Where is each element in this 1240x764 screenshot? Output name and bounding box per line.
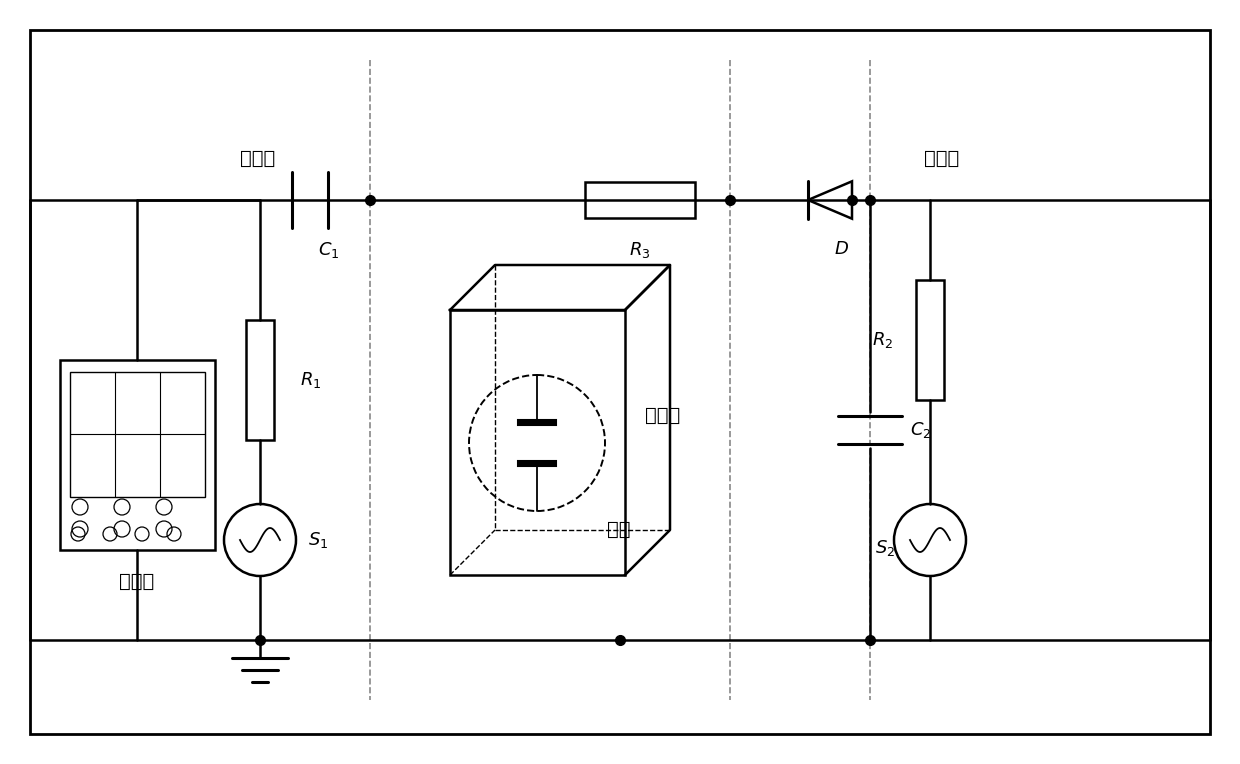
Text: 直流侧: 直流侧 [924, 148, 960, 167]
Text: $C_2$: $C_2$ [910, 420, 931, 440]
Text: $C_1$: $C_1$ [317, 240, 340, 260]
Text: $D$: $D$ [835, 240, 849, 258]
Text: $R_1$: $R_1$ [300, 370, 321, 390]
Bar [518, 461, 556, 466]
Bar [916, 280, 944, 400]
Text: $S_1$: $S_1$ [308, 530, 329, 550]
Bar [60, 360, 215, 550]
Text: 恒温筱: 恒温筱 [645, 406, 681, 425]
Bar [450, 310, 625, 575]
Text: 交流侧: 交流侧 [241, 148, 275, 167]
Text: 示波器: 示波器 [119, 572, 155, 591]
Text: $S_2$: $S_2$ [875, 538, 895, 558]
Bar [518, 420, 556, 425]
Bar [246, 320, 274, 440]
Text: $R_3$: $R_3$ [629, 240, 651, 260]
Text: $R_2$: $R_2$ [872, 330, 893, 350]
Text: 试品: 试品 [608, 520, 630, 539]
Bar [585, 182, 694, 218]
Bar [69, 372, 205, 497]
